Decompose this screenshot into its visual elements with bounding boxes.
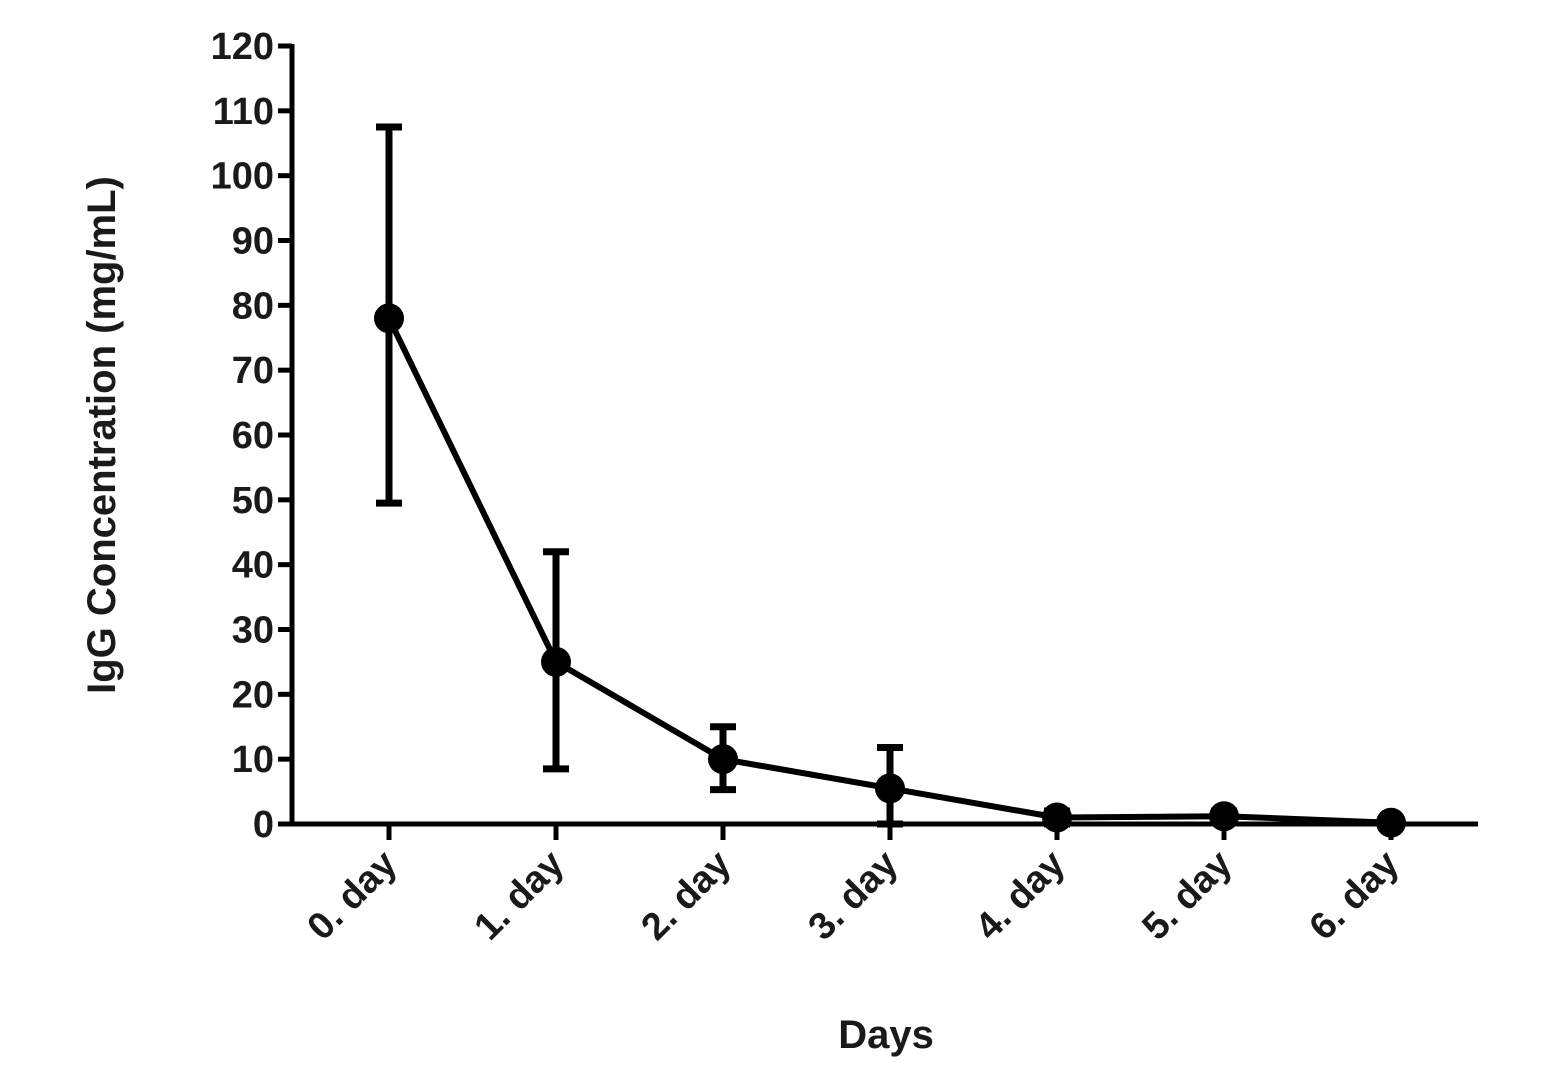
y-tick-label: 90 bbox=[232, 221, 274, 263]
y-tick-label: 120 bbox=[211, 26, 274, 68]
y-axis-ticks: 0 10 20 30 40 50 60 70 80 90 100 110 120 bbox=[211, 26, 292, 846]
data-point bbox=[374, 303, 404, 334]
x-tick-label: 6. day bbox=[1301, 843, 1407, 949]
x-tick-label: 4. day bbox=[967, 843, 1073, 949]
series-layer bbox=[374, 123, 1406, 838]
y-tick-label: 50 bbox=[232, 480, 274, 522]
y-tick-label: 100 bbox=[211, 156, 274, 198]
data-point bbox=[875, 773, 905, 804]
x-tick-label: 0. day bbox=[299, 843, 405, 949]
data-point bbox=[708, 744, 738, 775]
x-axis-ticks: 0. day 1. day 2. day 3. day 4. day 5. day 6. d… bbox=[299, 824, 1407, 949]
data-point bbox=[541, 646, 571, 677]
data-point bbox=[1042, 802, 1072, 833]
y-tick-label: 10 bbox=[232, 739, 274, 781]
x-axis-title: Days bbox=[838, 1013, 934, 1057]
x-tick-label: 5. day bbox=[1134, 843, 1240, 949]
y-tick-label: 20 bbox=[232, 674, 274, 716]
y-tick-label: 80 bbox=[232, 285, 274, 327]
x-tick-label: 1. day bbox=[466, 843, 572, 949]
data-point bbox=[1209, 801, 1239, 832]
y-tick-label: 60 bbox=[232, 415, 274, 457]
y-axis-title: IgG Concentration (mg/mL) bbox=[80, 176, 124, 694]
y-tick-label: 70 bbox=[232, 350, 274, 392]
y-tick-label: 0 bbox=[253, 804, 274, 846]
x-tick-label: 3. day bbox=[800, 843, 906, 949]
x-tick-label: 2. day bbox=[633, 843, 739, 949]
y-tick-label: 40 bbox=[232, 545, 274, 587]
y-tick-label: 110 bbox=[213, 91, 274, 133]
y-tick-label: 30 bbox=[232, 610, 274, 652]
